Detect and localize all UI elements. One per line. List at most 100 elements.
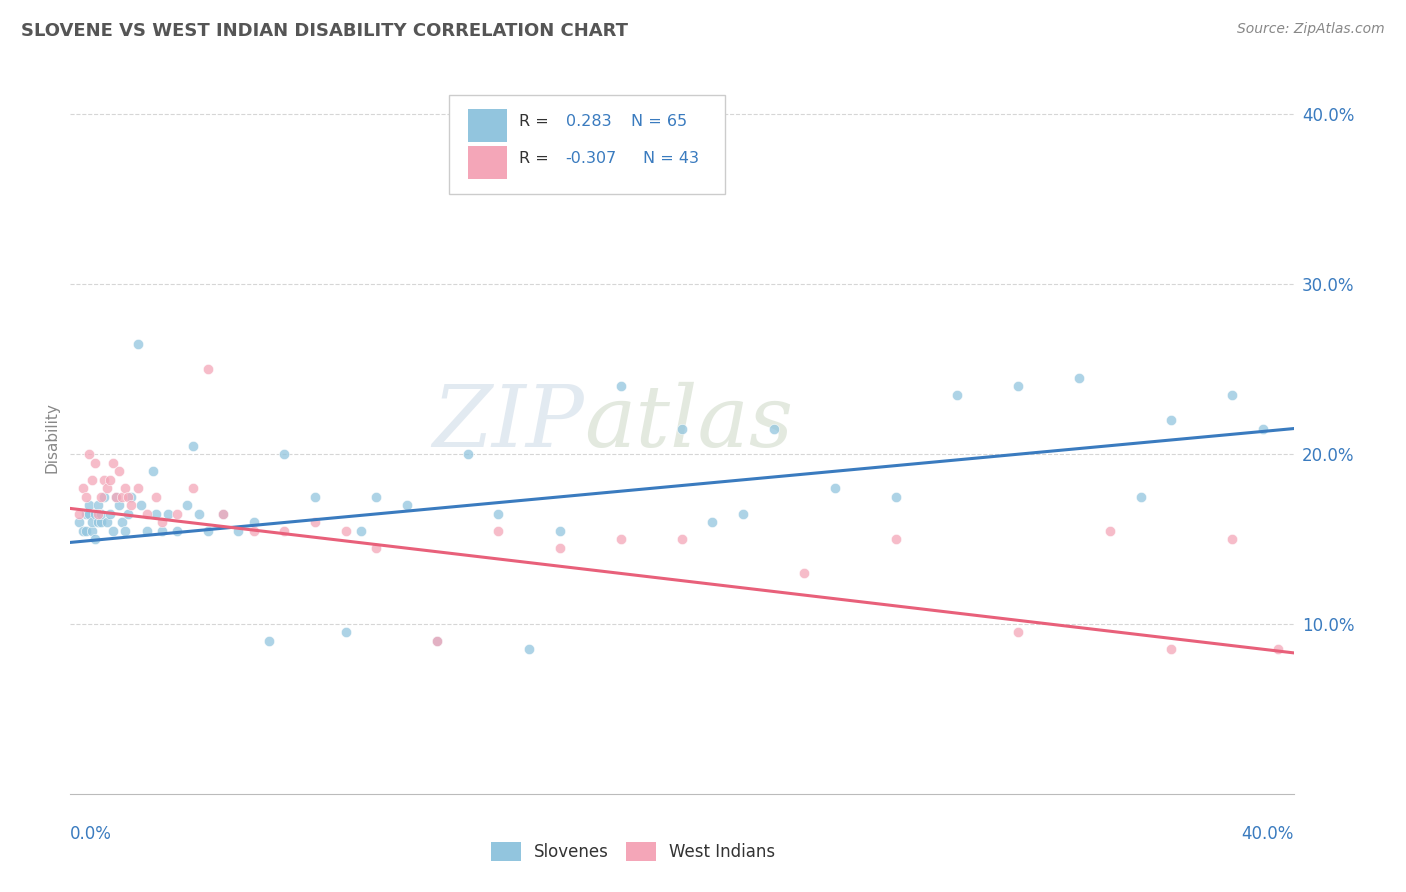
Point (824, 481, 846, 495)
Point (243, 515, 266, 529)
Point (114, 524, 136, 538)
Point (1007, 625, 1029, 640)
Point (93, 490, 115, 504)
Point (117, 507, 139, 521)
Point (1251, 421, 1274, 435)
Point (395, 498, 418, 512)
Point (762, 421, 785, 435)
Point (257, 634, 280, 648)
Text: 0.283: 0.283 (565, 114, 612, 129)
Point (135, 507, 157, 521)
Point (80, 473, 103, 487)
Point (426, 634, 449, 648)
Point (1220, 387, 1243, 401)
Point (1129, 490, 1152, 504)
Point (135, 524, 157, 538)
Point (96, 481, 118, 495)
Point (548, 524, 571, 538)
Point (304, 515, 326, 529)
Point (114, 481, 136, 495)
Point (187, 507, 209, 521)
Point (1267, 642, 1289, 657)
Point (90, 490, 112, 504)
Point (117, 490, 139, 504)
Point (212, 507, 235, 521)
Point (350, 524, 373, 538)
Text: atlas: atlas (583, 382, 793, 464)
Point (121, 490, 143, 504)
Point (733, 507, 755, 521)
Point (72, 481, 94, 495)
Point (72, 524, 94, 538)
Point (77, 447, 100, 461)
Point (87, 515, 110, 529)
Point (366, 541, 388, 555)
Point (127, 336, 149, 351)
Point (1220, 532, 1243, 546)
Y-axis label: Disability: Disability (44, 401, 59, 473)
Text: 40.0%: 40.0% (1241, 825, 1294, 843)
Point (166, 507, 188, 521)
Point (426, 634, 449, 648)
Point (1160, 413, 1182, 427)
Point (127, 481, 149, 495)
Point (69, 515, 91, 529)
Point (157, 507, 180, 521)
Point (105, 490, 128, 504)
Point (671, 532, 693, 546)
Point (90, 507, 112, 521)
Point (98, 507, 121, 521)
Point (946, 387, 969, 401)
Point (83, 456, 105, 470)
Point (80, 515, 103, 529)
Text: Source: ZipAtlas.com: Source: ZipAtlas.com (1237, 22, 1385, 37)
Point (212, 507, 235, 521)
Point (166, 524, 188, 538)
Point (488, 507, 510, 521)
Text: N = 43: N = 43 (643, 152, 699, 166)
Point (884, 490, 907, 504)
Point (87, 507, 110, 521)
Point (1160, 642, 1182, 657)
Point (150, 515, 173, 529)
Point (793, 566, 815, 580)
Point (90, 515, 112, 529)
FancyBboxPatch shape (468, 109, 508, 142)
Point (101, 456, 124, 470)
FancyBboxPatch shape (468, 146, 508, 178)
Point (548, 541, 571, 555)
Point (671, 421, 693, 435)
Point (610, 532, 633, 546)
Point (884, 532, 907, 546)
Point (610, 379, 633, 393)
Point (457, 447, 479, 461)
Point (108, 464, 131, 478)
Point (105, 490, 128, 504)
Text: -0.307: -0.307 (565, 152, 617, 166)
Point (273, 524, 295, 538)
Point (517, 642, 540, 657)
Point (1069, 370, 1091, 384)
Point (1007, 379, 1029, 393)
Text: R =: R = (519, 152, 554, 166)
Point (77, 507, 100, 521)
Point (69, 507, 91, 521)
Point (228, 524, 250, 538)
FancyBboxPatch shape (450, 95, 724, 194)
Point (108, 498, 131, 512)
Point (75, 507, 97, 521)
Point (101, 524, 124, 538)
Point (80, 524, 103, 538)
Point (304, 490, 326, 504)
Point (335, 524, 357, 538)
Point (96, 515, 118, 529)
Point (335, 625, 357, 640)
Point (176, 498, 198, 512)
Point (93, 473, 115, 487)
Point (181, 439, 204, 453)
Point (197, 362, 219, 376)
Point (181, 481, 204, 495)
Point (150, 524, 173, 538)
Point (77, 498, 100, 512)
Point (75, 524, 97, 538)
